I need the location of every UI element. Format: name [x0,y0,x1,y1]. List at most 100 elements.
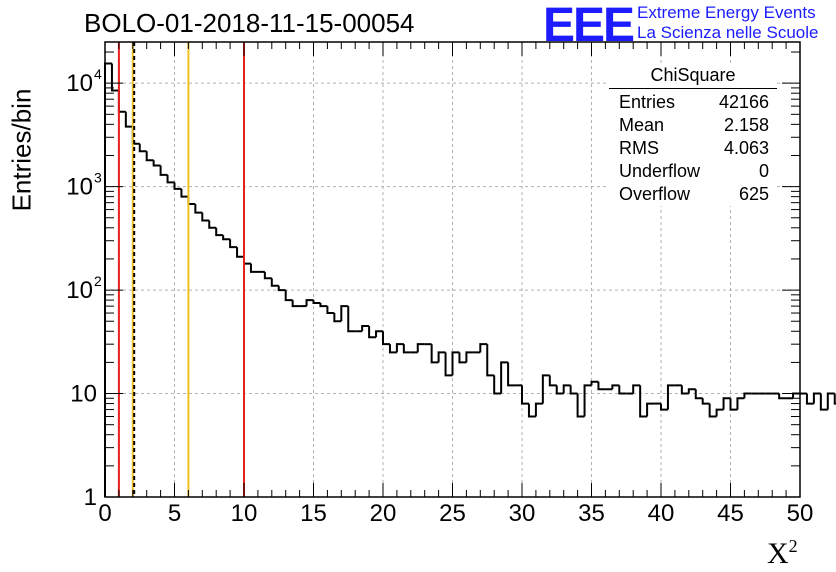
logo-subtitle-1: Extreme Energy Events [637,3,816,22]
histogram-bin [465,351,474,363]
stats-row: Underflow 0 [609,160,777,183]
histogram-bin [500,361,509,394]
histogram-bin [388,344,397,354]
histogram-bin [590,380,599,386]
histogram-bin [521,385,529,405]
histogram-bin [333,313,342,323]
histogram-bin [437,351,446,363]
histogram-bin [736,397,745,410]
stats-label: Overflow [619,184,691,204]
histogram-bin [291,300,300,308]
histogram-bin [236,247,244,258]
y-tick-label: 1 [84,484,97,511]
histogram-bin [715,408,724,417]
x-tick-label: 10 [231,500,258,527]
x-tick-label: 25 [439,500,466,527]
histogram-bin [326,306,335,315]
stats-value: 2.158 [723,115,769,135]
x-tick-label: 35 [578,500,605,527]
histogram-bin [458,352,467,364]
histogram-bin [444,352,453,377]
stats-row: Entries 42166 [609,91,777,114]
histogram-bin [416,343,425,353]
histogram-bin [138,143,147,153]
histogram-bin [117,90,126,113]
histogram-bin [243,256,251,265]
histogram-bin [833,393,836,405]
histogram-bin [347,306,356,333]
histogram-bin [395,343,404,353]
histogram-bin [666,384,675,410]
stats-label: Underflow [619,161,701,181]
x-tick-label: 0 [98,500,111,527]
histogram-bin [479,343,488,353]
histogram-bin [660,403,668,411]
stats-row: Overflow 625 [609,183,777,206]
histogram-bin [229,239,238,249]
histogram-bin [263,271,272,280]
x-tick-label: 5 [168,500,181,527]
histogram-bin [166,174,175,184]
histogram-bin [708,403,717,418]
histogram-bin [222,235,231,241]
logo-subtitle-2: La Scienza nelle Scuole [637,23,819,42]
histogram-bin [778,393,787,400]
histogram-bin [541,374,550,404]
y-tick-exponent: 3 [94,170,102,186]
histogram-bin [576,393,585,418]
stats-value: 0 [758,161,769,181]
histogram-bin [180,188,189,198]
histogram-bin [159,165,168,176]
histogram-bin [701,398,710,405]
histogram-bin [375,330,383,338]
eee-logo: EEE [543,0,635,52]
x-tick-label: 30 [509,500,536,527]
histogram-bin [792,392,800,399]
histogram-bin [277,285,286,292]
histogram-bin [124,111,133,128]
histogram-bin [312,300,321,305]
run-title: BOLO-01-2018-11-15-00054 [84,8,415,38]
histogram-bin [729,398,738,411]
histogram-bin [361,324,370,332]
histogram-bin [548,375,557,387]
y-tick-label: 10 [70,381,97,408]
x-tick-label: 40 [648,500,675,527]
histogram-bin [527,403,536,418]
x-tick-label: 15 [300,500,327,527]
histogram-bin [819,393,828,411]
histogram-bin [194,203,203,214]
histogram-bin [110,63,119,92]
x-tick-label: 45 [717,500,744,527]
histogram-bin [680,385,689,395]
stats-label: RMS [619,138,659,158]
histogram-bin [270,278,279,287]
histogram-bin [507,362,516,387]
stats-row: Mean 2.158 [609,114,777,137]
histogram-bin [805,393,814,405]
histogram-bin [187,196,196,205]
histogram-bin [722,397,731,410]
y-tick-label: 10 [66,174,93,201]
histogram-bin [597,381,606,391]
stats-value: 4.063 [723,138,769,158]
histogram-bin [534,402,543,417]
histogram-bin [430,344,439,364]
x-axis-label: X2 [767,536,798,571]
stats-value: 42166 [718,92,769,112]
histogram-bin [583,384,592,417]
histogram-bin [687,388,696,394]
histogram-bin [152,160,161,167]
y-tick-label: 10 [66,277,93,304]
histogram-bin [284,290,293,302]
histogram-bin [451,351,460,376]
cut-lines [117,42,245,497]
histogram-bin [611,384,620,390]
histogram-bin [104,62,112,497]
x-axis-label-sup: 2 [788,536,798,556]
histogram-bin [562,384,571,394]
histogram-bin [145,151,154,162]
x-tick-label: 50 [787,500,814,527]
histogram-bin [569,385,578,395]
